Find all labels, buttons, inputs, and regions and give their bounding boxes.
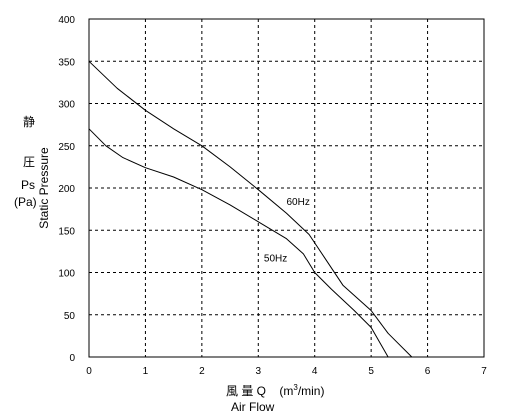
x-axis-unit-pre: (m: [279, 384, 293, 398]
y-tick-label: 350: [58, 57, 75, 68]
x-axis-title-jp: 風 量 Q: [226, 384, 266, 398]
y-axis-title-jp-2: 圧: [23, 155, 36, 169]
series-label-50hz: 50Hz: [264, 254, 287, 265]
y-axis-title-en: Static Pressure: [37, 147, 51, 229]
x-tick-label: 5: [368, 366, 374, 377]
series-lines: [88, 60, 413, 358]
x-tick-label: 1: [143, 366, 149, 377]
y-tick-label: 0: [69, 353, 75, 364]
y-axis-unit: (Pa): [14, 195, 37, 209]
y-axis-title-jp-1: 静: [23, 115, 36, 129]
series-label-60hz: 60Hz: [287, 197, 310, 208]
series-line-50hz: [88, 128, 389, 358]
y-tick-label: 200: [58, 184, 75, 195]
x-tick-label: 4: [312, 366, 318, 377]
y-axis-symbol: Ps: [21, 178, 36, 192]
y-tick-label: 400: [58, 15, 75, 26]
y-tick-label: 100: [58, 269, 75, 280]
series-labels: 60Hz 50Hz: [264, 197, 310, 265]
x-tick-label: 0: [86, 366, 92, 377]
x-tick-label: 6: [425, 366, 431, 377]
y-tick-label: 50: [64, 311, 76, 322]
x-axis-title-en: Air Flow: [231, 400, 275, 414]
plot-frame: [88, 18, 485, 358]
x-tick-label: 3: [256, 366, 262, 377]
x-axis-unit-sup: 3: [293, 383, 298, 392]
y-tick-label: 250: [58, 142, 75, 153]
x-tick-label: 2: [199, 366, 205, 377]
x-tick-labels: 0 1 2 3 4 5 6 7: [86, 366, 487, 377]
x-axis-unit-post: /min): [298, 384, 325, 398]
y-tick-label: 150: [58, 226, 75, 237]
x-tick-label: 7: [481, 366, 487, 377]
y-tick-label: 300: [58, 100, 75, 111]
x-axis-title: 風 量 Q (m3/min): [226, 383, 324, 398]
series-line-60hz: [88, 60, 413, 358]
y-tick-labels: 0 50 100 150 200 250 300 350 400: [58, 15, 75, 364]
grid: [89, 19, 484, 357]
